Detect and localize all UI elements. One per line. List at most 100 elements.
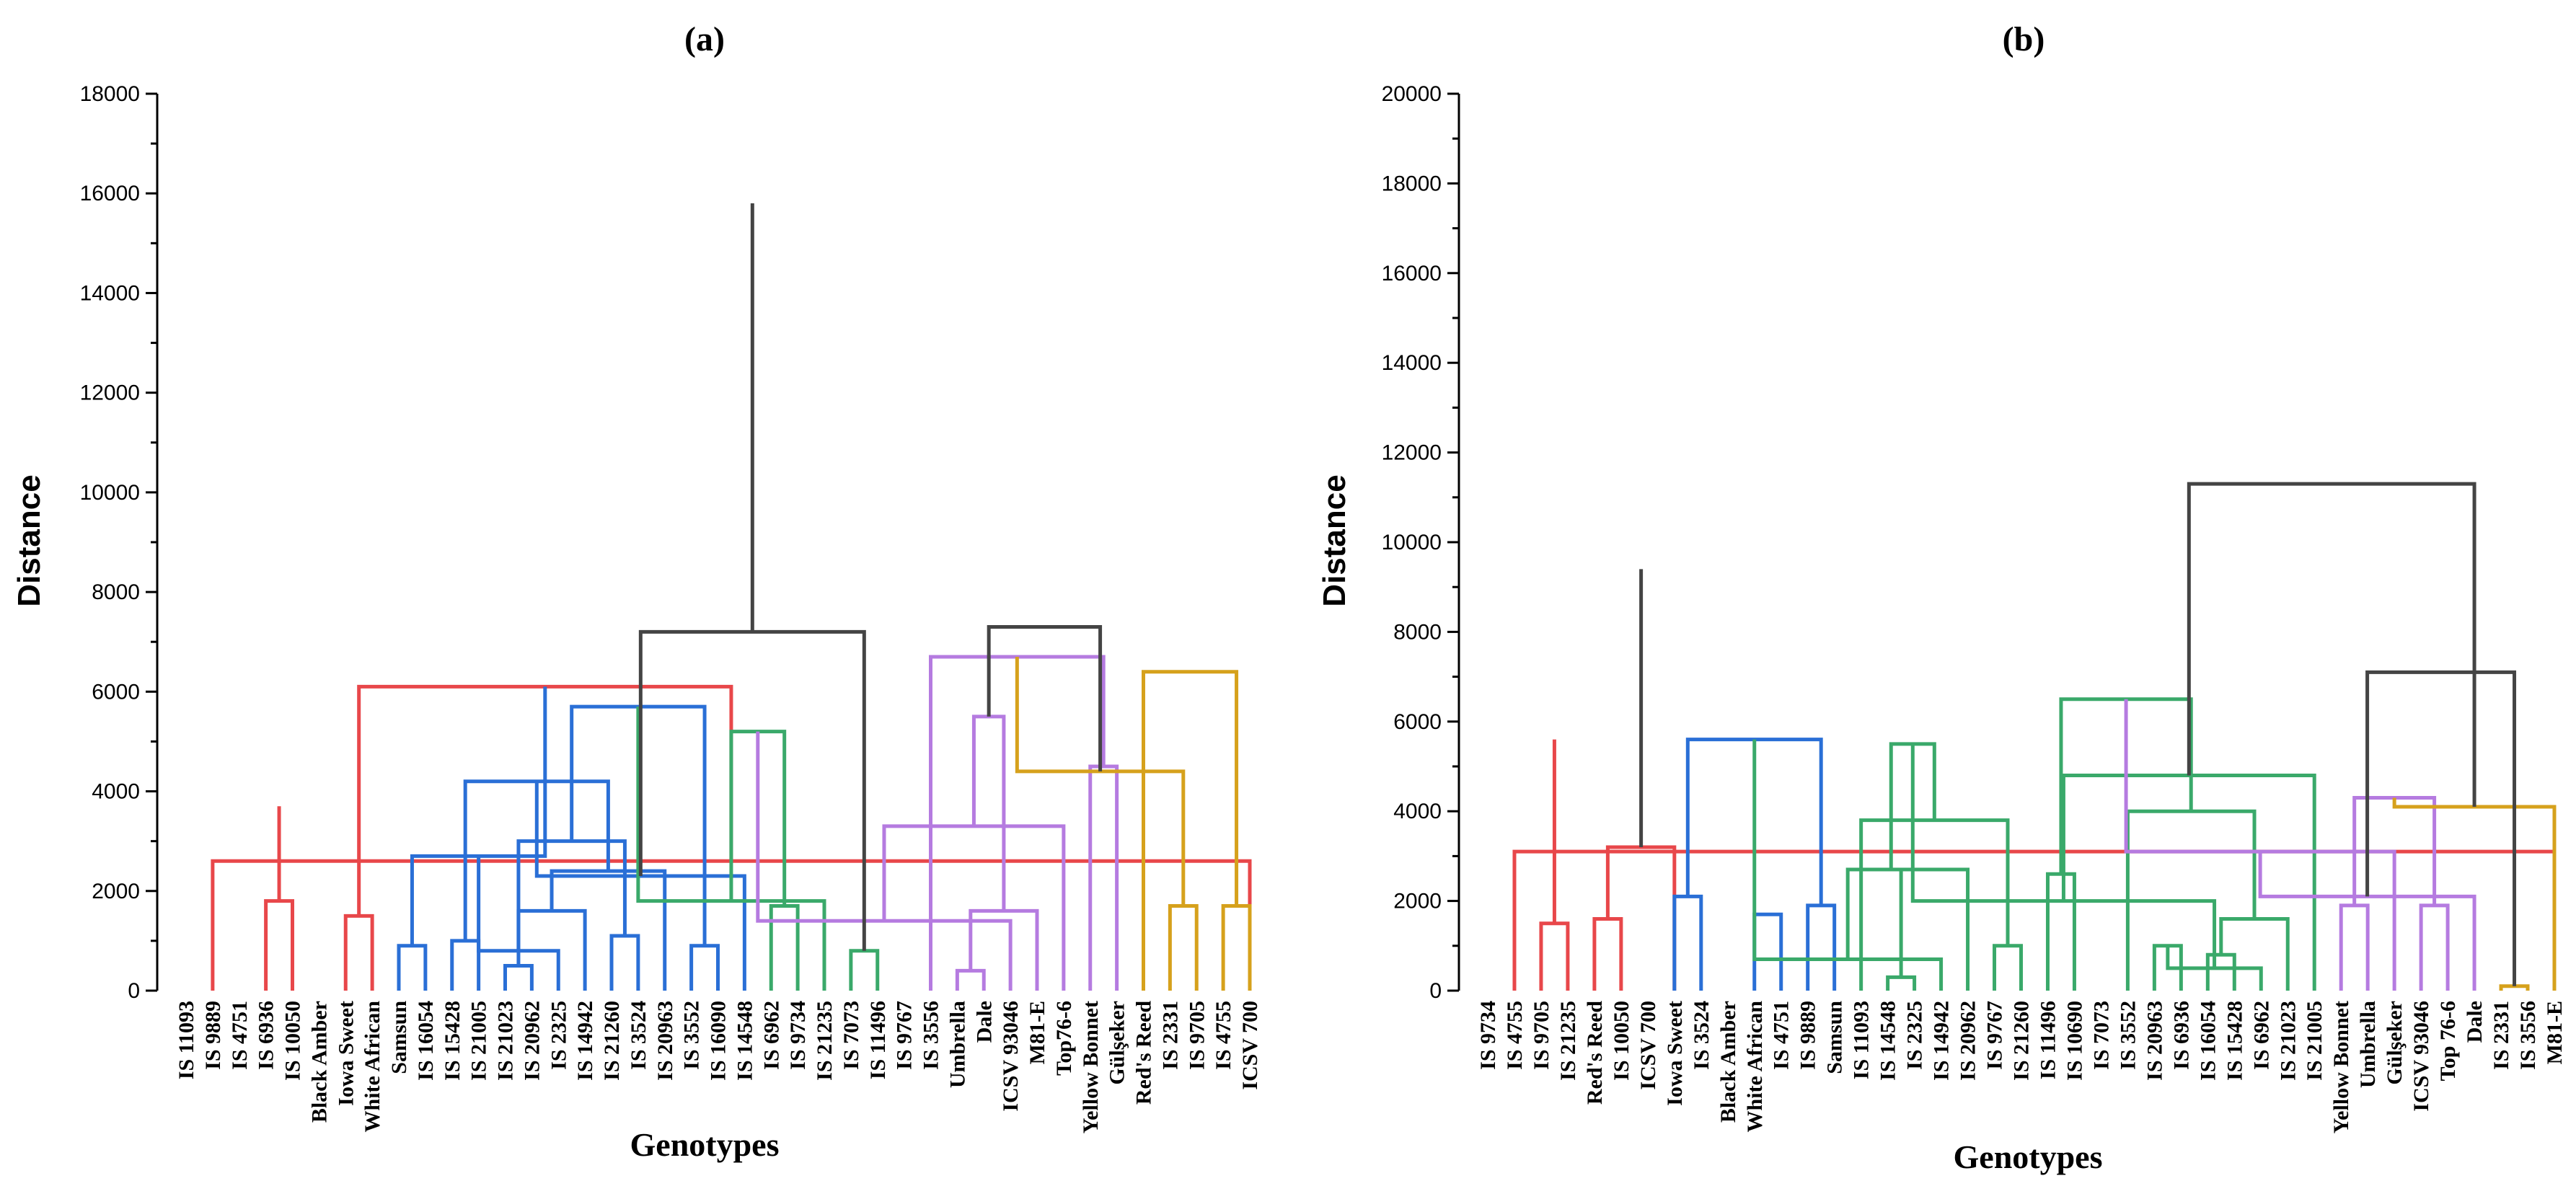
panel-b-leaf-label: Iowa Sweet — [1663, 1001, 1687, 1106]
panel-b-leaf-label: ICSV 93046 — [2409, 1001, 2433, 1112]
panel-b-y-axis-title: Distance — [1317, 474, 1352, 606]
panel-a-leaf-label: ICSV 93046 — [999, 1001, 1023, 1112]
panel-a-y-tick-label: 16000 — [80, 182, 140, 205]
panel-b-dendrogram-link — [2365, 670, 2517, 986]
panel-a-dendrogram-link — [987, 624, 1103, 771]
panel-b-leaf-label: Top 76-6 — [2436, 1001, 2460, 1081]
panel-b-y-tick-label: 10000 — [1382, 531, 1442, 554]
panel-a-y-tick-label: 18000 — [80, 82, 140, 106]
panel-a-dendrogram-link — [343, 913, 374, 991]
panel-b-y-tick-label: 6000 — [1393, 710, 1442, 734]
panel-a-leaf-label: IS 21005 — [467, 1001, 491, 1081]
panel-b-dendrogram-link — [2419, 903, 2450, 991]
panel-b-dendrogram-link — [1752, 912, 1783, 991]
panel-a-y-tick-label: 6000 — [92, 680, 140, 704]
panel-b-leaf-label: IS 3552 — [2116, 1001, 2140, 1070]
panel-a-leaf-label: White African — [361, 1001, 384, 1133]
panel-a-dendrogram-link — [550, 869, 667, 991]
panel-a-dendrogram-link — [955, 968, 986, 991]
panel-b-y-tick-label: 8000 — [1393, 620, 1442, 644]
panel-a-leaf-label: IS 21023 — [494, 1001, 518, 1081]
panel-b-leaf-label: Gülşeker — [2383, 1001, 2407, 1085]
panel-a-leaf-label: IS 21260 — [600, 1001, 624, 1081]
panel-a-leaf-label: IS 20962 — [520, 1001, 544, 1081]
panel-a-y-tick-label: 8000 — [92, 580, 140, 604]
panel-b-leaf-label: Dale — [2463, 1001, 2487, 1043]
panel-a-leaf-label: Black Amber — [307, 1001, 331, 1123]
panel-b-dendrogram-link — [1806, 903, 1837, 991]
panel-b-leaf-label: IS 3524 — [1690, 1001, 1713, 1070]
panel-a-leaf-label: IS 2331 — [1158, 1001, 1182, 1070]
panel-b-y-tick-label: 12000 — [1382, 441, 1442, 465]
panel-a-leaf-label: IS 3556 — [919, 1001, 943, 1070]
panel-b-leaf-label: Yellow Bonnet — [2329, 1001, 2353, 1133]
panel-b-leaf-label: IS 20963 — [2143, 1001, 2166, 1081]
panel-b-leaf-label: IS 4751 — [1770, 1001, 1794, 1070]
panel-b-dendrogram-link — [2187, 482, 2476, 807]
panel-a-y-tick-label: 2000 — [92, 880, 140, 903]
panel-b-leaf-label: M81-E — [2543, 1001, 2567, 1064]
panel-b-dendrogram-link — [1845, 867, 1935, 960]
panel-b-y-tick-label: 4000 — [1393, 800, 1442, 823]
panel-b-leaf-label: Black Amber — [1716, 1001, 1740, 1123]
panel-b-leaf-label: IS 2331 — [2489, 1001, 2513, 1070]
panel-b-dendrogram-link — [2061, 773, 2316, 991]
panel-b-leaf-label: IS 7073 — [2089, 1001, 2113, 1070]
panel-a-leaf-label: IS 15428 — [441, 1001, 464, 1081]
panel-b-dendrogram-link — [1993, 944, 2023, 991]
panel-a-leaf-label: Dale — [972, 1001, 996, 1043]
panel-a-dendrogram-link — [971, 714, 1006, 911]
panel-b-leaf-label: IS 6962 — [2249, 1001, 2273, 1070]
panel-a-leaf-label: Yellow Bonnet — [1079, 1001, 1103, 1133]
panel-a-leaf-label: IS 3552 — [680, 1001, 704, 1070]
panel-a-leaf-label: Top76-6 — [1052, 1001, 1076, 1076]
panel-a-dendrogram-link — [516, 839, 627, 951]
panel-a-leaf-label: M81-E — [1025, 1001, 1049, 1064]
panel-b-leaf-label: IS 9889 — [1796, 1001, 1820, 1070]
panel-b-leaf-label: IS 21235 — [1556, 1001, 1580, 1081]
panel-a-title: (a) — [684, 20, 725, 58]
panel-b-leaf-label: IS 11093 — [1850, 1001, 1874, 1079]
panel-a-leaf-label: IS 9734 — [786, 1001, 810, 1070]
panel-a-dendrogram-link — [1088, 764, 1119, 991]
panel-a-leaf-label: IS 21235 — [813, 1001, 837, 1081]
panel-b-leaf-label: IS 15428 — [2223, 1001, 2246, 1081]
panel-a-dendrogram-link — [969, 908, 1039, 991]
panel-b-x-axis-title: Genotypes — [1954, 1138, 2103, 1175]
panel-a-dendrogram-link — [689, 944, 720, 991]
panel-a-leaf-label: Red's Reed — [1132, 1001, 1156, 1105]
panel-b-dendrogram-link — [1512, 849, 2557, 991]
panel-a-dendrogram-link — [769, 904, 800, 991]
panel-a-y-tick-label: 10000 — [80, 481, 140, 505]
panel-b-leaf-label: IS 9705 — [1530, 1001, 1553, 1070]
panel-a-dendrogram-link — [463, 779, 610, 941]
panel-a-y-axis-title: Distance — [12, 474, 47, 606]
panel-a: (a) Distance Genotypes 0 2000 4000 6000 8000… — [12, 20, 1262, 1163]
panel-b-dendrogram-link — [2499, 984, 2530, 991]
panel-a-y-tick-label: 12000 — [80, 381, 140, 405]
panel-a-leaf-label: IS 6962 — [759, 1001, 783, 1070]
panel-b-leaf-label: IS 20962 — [1957, 1001, 1980, 1081]
panel-a-leaf-label: IS 16090 — [707, 1001, 731, 1081]
panel-b-leaf-label: IS 16054 — [2196, 1001, 2220, 1081]
panel-a-leaf-label: IS 20963 — [653, 1001, 677, 1081]
panel-a-leaf-label: IS 9767 — [893, 1001, 917, 1070]
panel-a-leaf-label: IS 4751 — [228, 1001, 252, 1070]
panel-b-dendrogram-link — [1859, 818, 2010, 991]
panel-b-y-tick-label: 20000 — [1382, 82, 1442, 106]
panel-a-leaf-label: IS 9705 — [1185, 1001, 1209, 1070]
panel-b-y-tick-label: 16000 — [1382, 262, 1442, 286]
panel-a-y-tick-label: 4000 — [92, 780, 140, 804]
panel-a-y-tick-label: 14000 — [80, 281, 140, 305]
panel-b-leaf-label: IS 14548 — [1876, 1001, 1900, 1081]
panel-a-y-tick-label: 0 — [128, 979, 140, 1003]
panel-b-leaf-label: IS 3556 — [2516, 1001, 2540, 1070]
panel-a-leaf-label: ICSV 700 — [1238, 1001, 1262, 1090]
panel-b-leaf-label: IS 14942 — [1930, 1001, 1954, 1081]
panel-a-dendrogram-link — [729, 730, 787, 906]
panel-a-leaf-label: Samsun — [387, 1001, 411, 1074]
panel-b-y-tick-label: 0 — [1429, 979, 1442, 1003]
panel-a-dendrogram-link — [609, 934, 640, 991]
panel-b-leaf-label: Umbrella — [2356, 1001, 2380, 1088]
panel-b-y-tick-label: 2000 — [1393, 890, 1442, 913]
